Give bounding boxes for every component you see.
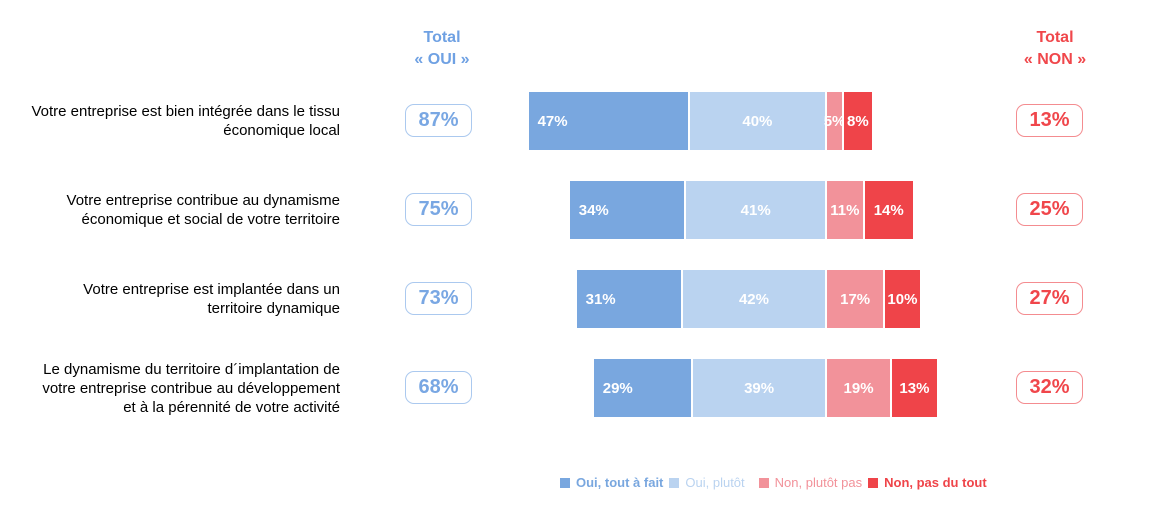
segment-value-label: 40% bbox=[742, 112, 773, 130]
segment-value-label: 42% bbox=[738, 290, 769, 308]
chart-row: Votre entreprise est bien intégrée dans … bbox=[0, 92, 1150, 150]
bar-segment-non-plut-t-pas: 5% bbox=[823, 92, 846, 150]
segment-value-label: 5% bbox=[823, 112, 846, 130]
chart-row: Le dynamisme du territoire d´implantatio… bbox=[0, 359, 1150, 417]
segment-value-label: 8% bbox=[846, 112, 869, 130]
bar-segment-non-plut-t-pas: 17% bbox=[826, 270, 886, 328]
segment-value-label: 34% bbox=[578, 201, 609, 219]
segment-value-label: 31% bbox=[585, 290, 616, 308]
segment-value-label: 11% bbox=[830, 201, 860, 219]
chart-row: Votre entreprise contribue au dynamisme … bbox=[0, 181, 1150, 239]
legend-label: Oui, tout à fait bbox=[576, 475, 664, 490]
question-label: Votre entreprise est implantée dans un t… bbox=[83, 281, 340, 317]
bar-segment-oui-plut-t: 40% bbox=[689, 92, 827, 150]
total-non-value: 32% bbox=[1016, 371, 1083, 404]
total-non-value: 25% bbox=[1016, 193, 1083, 226]
legend-swatch-icon bbox=[758, 477, 769, 488]
segment-value-label: 39% bbox=[744, 379, 775, 397]
legend-item-non-pas-du-tout: Non, pas du tout bbox=[868, 475, 987, 490]
bar-segment-non-pas-du-tout: 14% bbox=[864, 181, 913, 239]
question-label: Votre entreprise contribue au dynamisme … bbox=[66, 192, 340, 228]
total-oui-value: 68% bbox=[405, 371, 472, 404]
bar-segment-oui-plut-t: 42% bbox=[682, 270, 827, 328]
total-oui-header: Total « OUI » bbox=[414, 29, 470, 68]
segment-value-label: 17% bbox=[840, 290, 871, 308]
total-oui-value: 73% bbox=[405, 282, 472, 315]
bar-segment-non-pas-du-tout: 8% bbox=[844, 92, 872, 150]
legend-item-non-plut-t-pas: Non, plutôt pas bbox=[758, 475, 863, 490]
stacked-bar: 29% 39% 19% 13% bbox=[593, 359, 937, 417]
segment-value-label: 13% bbox=[899, 379, 930, 397]
bar-segment-non-pas-du-tout: 13% bbox=[892, 359, 937, 417]
segment-value-label: 41% bbox=[740, 201, 771, 219]
bar-segment-oui-plut-t: 41% bbox=[686, 181, 827, 239]
stacked-bar: 47% 40% 5% 8% bbox=[528, 92, 872, 150]
legend-label: Non, pas du tout bbox=[884, 475, 987, 490]
legend-item-oui-tout-fait: Oui, tout à fait bbox=[560, 475, 663, 490]
bar-segment-oui-tout-fait: 31% bbox=[576, 270, 683, 328]
stacked-bar: 34% 41% 11% 14% bbox=[569, 181, 913, 239]
chart-row: Votre entreprise est implantée dans un t… bbox=[0, 270, 1150, 328]
bar-segment-non-plut-t-pas: 11% bbox=[826, 181, 865, 239]
question-label: Le dynamisme du territoire d´implantatio… bbox=[42, 360, 340, 416]
legend-label: Oui, plutôt bbox=[685, 475, 745, 490]
bar-segment-oui-tout-fait: 29% bbox=[593, 359, 694, 417]
chart-legend: Oui, tout à fait Oui, plutôt Non, plutôt p… bbox=[560, 475, 987, 490]
segment-value-label: 29% bbox=[602, 379, 633, 397]
legend-swatch-icon bbox=[560, 477, 570, 488]
question-label: Votre entreprise est bien intégrée dans … bbox=[31, 103, 340, 139]
total-oui-value: 75% bbox=[405, 193, 472, 226]
bar-segment-oui-plut-t: 39% bbox=[693, 359, 827, 417]
legend-item-oui-plut-t: Oui, plutôt bbox=[669, 475, 745, 490]
segment-value-label: 19% bbox=[843, 379, 874, 397]
legend-swatch-icon bbox=[868, 477, 879, 488]
segment-value-label: 47% bbox=[537, 112, 568, 130]
legend-swatch-icon bbox=[669, 477, 680, 488]
total-non-value: 27% bbox=[1016, 282, 1083, 315]
legend-label: Non, plutôt pas bbox=[774, 475, 863, 490]
bar-segment-non-pas-du-tout: 10% bbox=[885, 270, 920, 328]
segment-value-label: 14% bbox=[873, 201, 904, 219]
stacked-bar: 31% 42% 17% 10% bbox=[576, 270, 920, 328]
total-non-header: Total « NON » bbox=[1023, 29, 1087, 68]
total-non-value: 13% bbox=[1016, 104, 1083, 137]
total-oui-value: 87% bbox=[405, 104, 472, 137]
segment-value-label: 10% bbox=[887, 290, 918, 308]
bar-segment-oui-tout-fait: 47% bbox=[528, 92, 690, 150]
bar-segment-non-plut-t-pas: 19% bbox=[826, 359, 893, 417]
bar-segment-oui-tout-fait: 34% bbox=[569, 181, 687, 239]
